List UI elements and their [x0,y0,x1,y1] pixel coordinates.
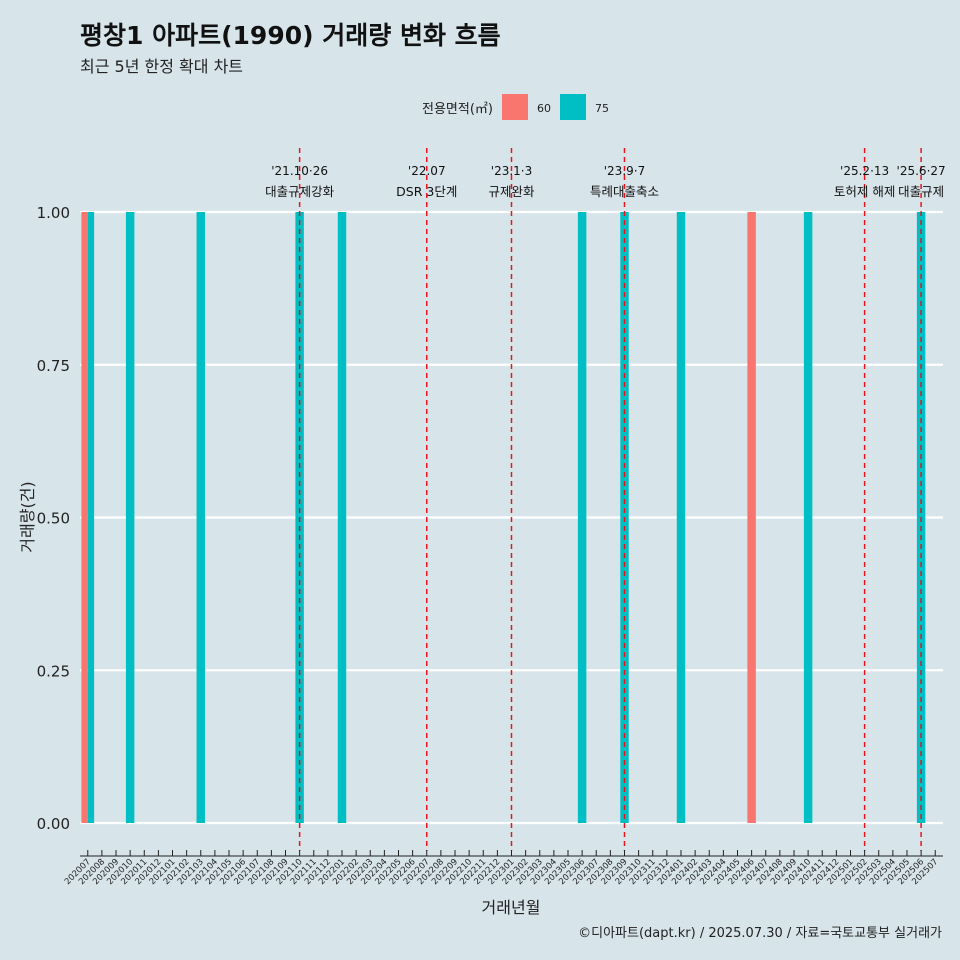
legend-label-75: 75 [595,102,609,115]
y-axis: 0.00 0.25 0.50 0.75 1.00 [37,204,70,833]
bar-75-202201 [337,212,347,823]
chart-title: 평창1 아파트(1990) 거래량 변화 흐름 [80,21,501,50]
event-date: '25.2·13 [840,164,889,178]
legend: 전용면적(㎡) 60 75 [422,94,609,120]
y-tick-label: 0.25 [37,662,70,680]
y-axis-title: 거래량(건) [18,481,37,552]
event-label: 대출규제강화 [265,184,335,199]
source-caption: ©디아파트(dapt.kr) / 2025.07.30 / 자료=국토교통부 실… [578,926,942,941]
event-date: '23.1·3 [491,164,532,178]
bar-75-202010 [125,212,135,823]
legend-swatch-60 [502,94,528,120]
bar-75-202103 [196,212,205,823]
event-annotations: '21.10·26 대출규제강화 '22.07 DSR 3단계 '23.1·3 규제완화 '… [265,164,946,199]
event-label: 토허제 해제 [834,184,895,199]
y-tick-label: 1.00 [37,204,70,222]
event-label: DSR 3단계 [396,184,457,199]
event-date: '21.10·26 [271,164,328,178]
y-tick-label: 0.50 [37,510,70,528]
x-axis: 2020072020082020092020102020112020122021… [63,850,943,887]
event-label: 규제완화 [488,184,535,199]
legend-label-60: 60 [537,102,551,115]
bar-75-202306 [577,212,587,823]
event-label: 대출규제 [898,184,944,199]
bar-75-202401 [676,212,686,823]
event-lines [298,148,922,851]
bar-75-202410 [803,212,813,823]
y-tick-label: 0.75 [37,357,70,375]
event-date: '22.07 [408,164,446,178]
event-label: 특례대출축소 [590,184,659,199]
event-date: '25.6·27 [897,164,946,178]
bar-60-202007 [81,212,88,823]
bar-75-202007 [87,212,95,823]
x-axis-title: 거래년월 [482,898,541,917]
legend-title: 전용면적(㎡) [422,102,493,117]
chart-subtitle: 최근 5년 한정 확대 차트 [80,57,244,76]
event-date: '23.9·7 [604,164,645,178]
legend-swatch-75 [560,94,586,120]
bar-60-202406 [747,212,756,823]
y-tick-label: 0.00 [37,815,70,833]
